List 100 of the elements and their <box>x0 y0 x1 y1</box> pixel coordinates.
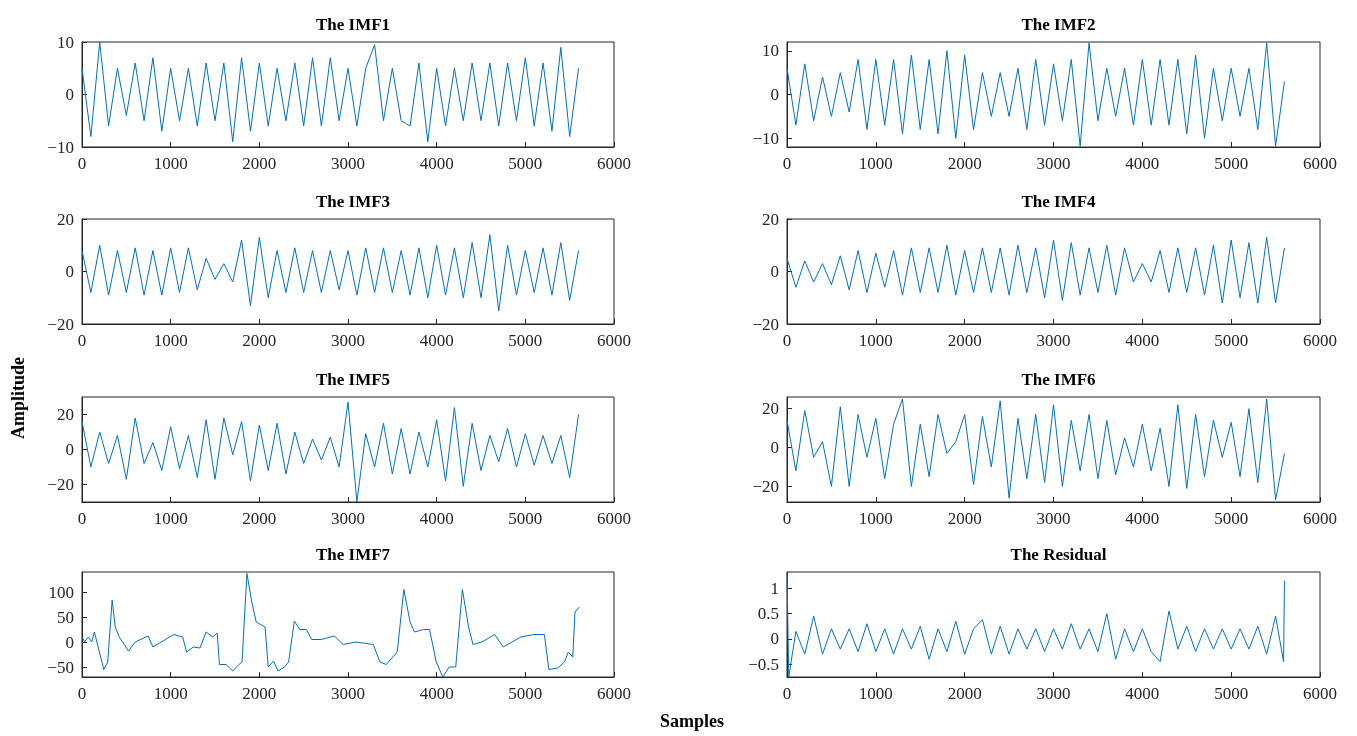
x-tick-label: 4000 <box>419 509 454 528</box>
y-tick-label: 0 <box>770 438 779 458</box>
x-tick-label: 5000 <box>508 331 543 350</box>
x-tick-label: 6000 <box>1303 509 1337 528</box>
x-tick-label: 1000 <box>858 509 893 528</box>
x-tick-label: 3000 <box>1036 509 1071 528</box>
x-axis-title: Samples <box>659 710 725 732</box>
y-tick-label: −20 <box>47 314 74 334</box>
x-tick-label: 6000 <box>1303 684 1337 703</box>
x-tick-label: 4000 <box>1125 331 1160 350</box>
y-tick-label: 0.5 <box>757 604 779 624</box>
y-tick-label: −20 <box>752 476 779 496</box>
x-tick-label: 4000 <box>1125 509 1160 528</box>
y-tick-label: 0 <box>65 440 74 459</box>
x-tick-label: 0 <box>77 684 87 703</box>
y-tick-label: 0 <box>65 85 74 104</box>
y-tick-label: −0.5 <box>748 654 779 674</box>
x-tick-label: 0 <box>782 684 792 703</box>
x-tick-label: 3000 <box>331 154 365 173</box>
x-tick-label: 5000 <box>1214 684 1249 703</box>
x-tick-label: 0 <box>77 154 87 173</box>
x-tick-label: 2000 <box>242 684 277 703</box>
x-tick-label: 1000 <box>153 154 188 173</box>
x-tick-label: 6000 <box>1303 331 1337 350</box>
y-tick-label: 20 <box>762 399 779 419</box>
x-tick-label: 1000 <box>153 331 188 350</box>
chart-title: The IMF1 <box>315 15 391 34</box>
x-tick-label: 4000 <box>419 331 454 350</box>
chart-title: The Residual <box>1010 545 1107 564</box>
x-tick-label: 1000 <box>153 684 188 703</box>
chart-title: The IMF2 <box>1021 15 1096 34</box>
x-tick-label: 5000 <box>508 154 543 173</box>
y-tick-label: 10 <box>762 41 779 61</box>
x-tick-label: 1000 <box>153 509 188 528</box>
x-tick-label: 5000 <box>508 509 543 528</box>
x-tick-label: 1000 <box>858 154 893 173</box>
x-tick-label: 2000 <box>947 509 982 528</box>
y-tick-label: 0 <box>65 262 74 281</box>
x-tick-label: 4000 <box>419 154 454 173</box>
x-tick-label: 3000 <box>1036 331 1071 350</box>
x-tick-label: 2000 <box>242 509 277 528</box>
y-tick-label: 1 <box>770 578 779 598</box>
x-tick-label: 0 <box>77 509 87 528</box>
x-tick-label: 2000 <box>947 154 982 173</box>
y-tick-label: 100 <box>48 582 74 602</box>
x-tick-label: 5000 <box>1214 331 1249 350</box>
y-tick-label: 20 <box>57 405 74 424</box>
x-tick-label: 1000 <box>858 684 893 703</box>
x-tick-label: 2000 <box>947 331 982 350</box>
y-tick-label: 0 <box>770 629 779 649</box>
x-tick-label: 5000 <box>1214 154 1249 173</box>
x-tick-label: 4000 <box>1125 684 1160 703</box>
x-tick-label: 0 <box>782 154 792 173</box>
line-series <box>81 401 580 503</box>
x-tick-label: 6000 <box>597 509 631 528</box>
chart-title: The IMF5 <box>315 370 391 389</box>
x-tick-label: 0 <box>77 331 87 350</box>
line-series <box>81 41 580 143</box>
y-tick-label: 50 <box>57 607 74 627</box>
y-tick-label: −20 <box>752 314 779 334</box>
y-tick-label: 0 <box>770 262 779 281</box>
x-tick-label: 3000 <box>331 684 365 703</box>
x-tick-label: 2000 <box>242 331 277 350</box>
x-tick-label: 6000 <box>597 154 631 173</box>
x-tick-label: 3000 <box>1036 154 1071 173</box>
x-tick-label: 5000 <box>508 684 543 703</box>
y-tick-label: 0 <box>770 85 779 104</box>
x-tick-label: 4000 <box>1125 154 1160 173</box>
x-tick-label: 0 <box>782 331 792 350</box>
x-tick-label: 3000 <box>331 509 365 528</box>
x-tick-label: 3000 <box>331 331 365 350</box>
chart-title: The IMF3 <box>315 192 391 211</box>
x-tick-label: 6000 <box>597 331 631 350</box>
x-tick-label: 6000 <box>597 684 631 703</box>
y-tick-label: 20 <box>762 209 779 229</box>
x-tick-label: 4000 <box>419 684 454 703</box>
y-tick-label: 10 <box>57 32 74 52</box>
chart-title: The IMF4 <box>1021 192 1097 211</box>
x-tick-label: 5000 <box>1214 509 1249 528</box>
chart-title: The IMF6 <box>1021 370 1096 389</box>
y-tick-label: −10 <box>752 128 779 148</box>
x-tick-label: 3000 <box>1036 684 1071 703</box>
x-tick-label: 2000 <box>242 154 277 173</box>
x-tick-label: 6000 <box>1303 154 1337 173</box>
y-tick-label: −20 <box>47 475 74 494</box>
x-tick-label: 1000 <box>858 331 893 350</box>
line-series <box>786 572 1285 678</box>
line-series <box>81 573 580 678</box>
line-series <box>786 236 1285 304</box>
y-tick-label: −50 <box>47 657 74 677</box>
y-tick-label: 20 <box>57 209 74 229</box>
line-series <box>81 234 580 312</box>
y-tick-label: 0 <box>65 632 74 652</box>
line-series <box>786 398 1285 501</box>
y-axis-title: Amplitude <box>7 356 29 440</box>
line-series <box>786 42 1285 147</box>
y-tick-label: −10 <box>47 137 74 157</box>
x-tick-label: 2000 <box>947 684 982 703</box>
chart-title: The IMF7 <box>315 545 391 564</box>
x-tick-label: 0 <box>782 509 792 528</box>
